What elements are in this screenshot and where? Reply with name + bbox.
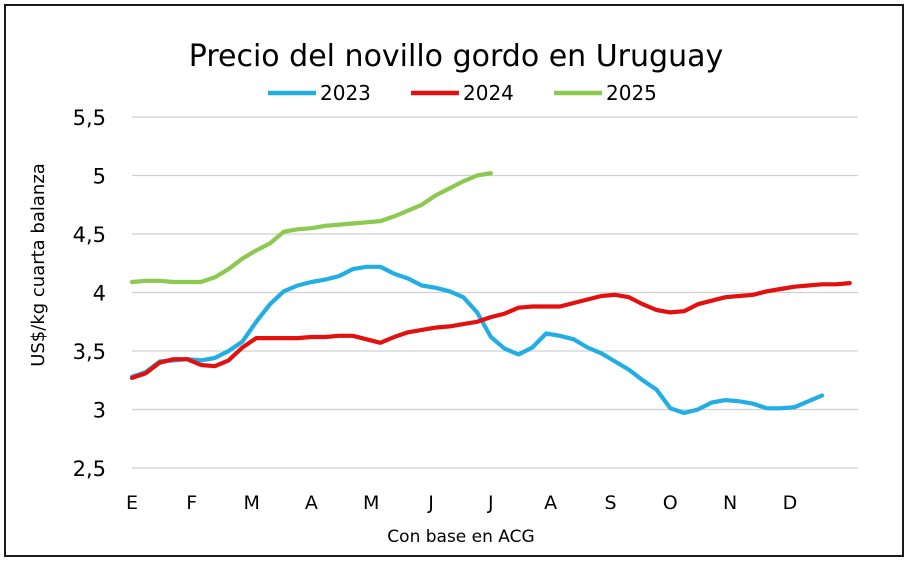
chart-frame: Precio del novillo gordo en Uruguay US$/… — [4, 4, 904, 557]
x-tick-label: M — [243, 492, 259, 514]
chart-svg: Precio del novillo gordo en Uruguay US$/… — [28, 39, 858, 547]
x-tick-label: D — [783, 492, 798, 514]
tick-layer: 5,5 5 4,5 4 3,5 3 2,5 E F M A M J J A S O N D — [73, 106, 798, 514]
x-tick-label: A — [305, 492, 318, 514]
chart-title: Precio del novillo gordo en Uruguay — [189, 39, 723, 74]
x-tick-label: E — [126, 492, 138, 514]
y-tick-label: 3 — [93, 399, 106, 423]
y-tick-label: 5,5 — [73, 106, 106, 130]
legend-label-2025: 2025 — [606, 81, 657, 105]
x-tick-label: F — [186, 492, 197, 514]
x-tick-label: O — [663, 492, 678, 514]
grid-layer — [132, 116, 858, 469]
series-line-2023 — [129, 264, 825, 416]
x-tick-label: M — [363, 492, 379, 514]
x-axis-label: Con base en ACG — [387, 527, 534, 547]
x-tick-label: A — [544, 492, 557, 514]
series-line-2024 — [129, 281, 852, 380]
x-tick-label: J — [427, 492, 434, 514]
legend-label-2024: 2024 — [463, 81, 514, 105]
y-tick-label: 4 — [93, 282, 106, 306]
x-tick-label: J — [487, 492, 494, 514]
y-tick-label: 4,5 — [73, 223, 106, 247]
y-tick-label: 2,5 — [73, 457, 106, 481]
series-layer — [129, 171, 852, 416]
legend-label-2023: 2023 — [320, 81, 371, 105]
y-tick-label: 5 — [93, 165, 106, 189]
x-tick-label: S — [604, 492, 616, 514]
legend: 2023 2024 2025 — [268, 81, 657, 105]
series-line-2025 — [129, 171, 493, 285]
y-axis-label: US$/kg cuarta balanza — [28, 163, 49, 367]
x-tick-label: N — [723, 492, 737, 514]
y-tick-label: 3,5 — [73, 340, 106, 364]
